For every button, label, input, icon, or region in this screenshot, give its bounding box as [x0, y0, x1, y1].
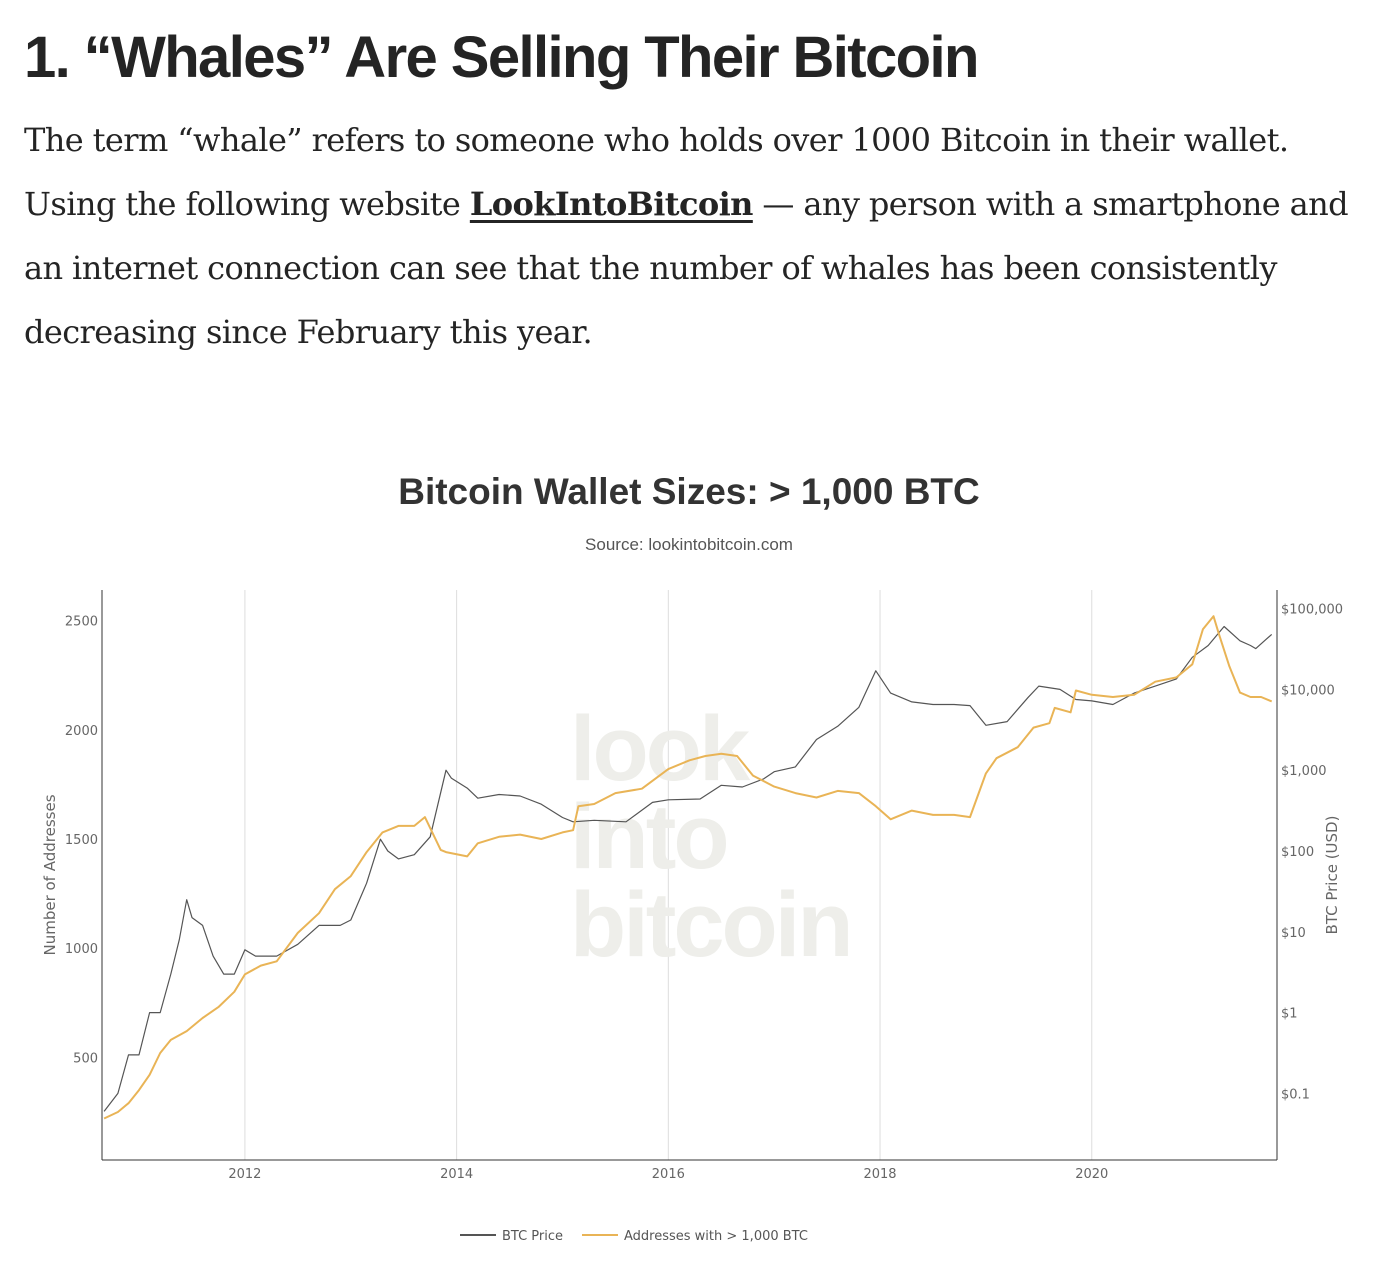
left-y-tick-label: 2000	[65, 724, 98, 739]
right-y-tick-label: $1,000	[1281, 764, 1327, 779]
right-y-tick-label: $0.1	[1281, 1087, 1310, 1102]
watermark-text: look	[570, 698, 751, 800]
lookintobitcoin-link[interactable]: LookIntoBitcoin	[469, 185, 754, 223]
left-y-tick-label: 2500	[65, 615, 98, 630]
x-tick-label: 2014	[440, 1167, 473, 1182]
left-y-tick-label: 500	[73, 1051, 98, 1066]
right-y-axis-title: BTC Price (USD)	[1323, 816, 1341, 935]
paragraph-text-before-link: The term “whale” refers to someone who h…	[24, 121, 1289, 223]
watermark-text: bitcoin	[570, 874, 851, 976]
right-y-tick-label: $10,000	[1281, 683, 1335, 698]
paragraph-text-after-link: — any person with a smartphone and an in…	[24, 185, 1349, 351]
btc-price-line	[103, 625, 1273, 1112]
right-y-tick-label: $100,000	[1281, 603, 1343, 618]
chart-title: Bitcoin Wallet Sizes: > 1,000 BTC	[398, 471, 980, 512]
right-y-tick-label: $100	[1281, 845, 1314, 860]
left-y-axis-title: Number of Addresses	[41, 794, 59, 955]
x-tick-label: 2016	[652, 1167, 685, 1182]
addresses-line	[103, 615, 1273, 1120]
x-tick-label: 2018	[863, 1167, 896, 1182]
legend-label: BTC Price	[502, 1229, 563, 1244]
chart-subtitle: Source: lookintobitcoin.com	[585, 535, 793, 554]
watermark-text: into	[570, 786, 727, 888]
x-tick-label: 2012	[228, 1167, 261, 1182]
left-y-tick-label: 1500	[65, 833, 98, 848]
x-tick-label: 2020	[1075, 1167, 1108, 1182]
right-y-tick-label: $1	[1281, 1007, 1298, 1022]
article-heading: 1. “Whales” Are Selling Their Bitcoin	[24, 25, 979, 90]
bitcoin-wallet-sizes-chart: Bitcoin Wallet Sizes: > 1,000 BTC Source…	[41, 471, 1343, 1244]
article-paragraph: The term “whale” refers to someone who h…	[24, 108, 1369, 364]
legend-label: Addresses with > 1,000 BTC	[624, 1229, 808, 1244]
plot-area: lookintobitcoin 2012 2014 2016 2018 2020 500 10…	[41, 590, 1343, 1244]
right-y-tick-label: $10	[1281, 926, 1306, 941]
left-y-tick-label: 1000	[65, 942, 98, 957]
